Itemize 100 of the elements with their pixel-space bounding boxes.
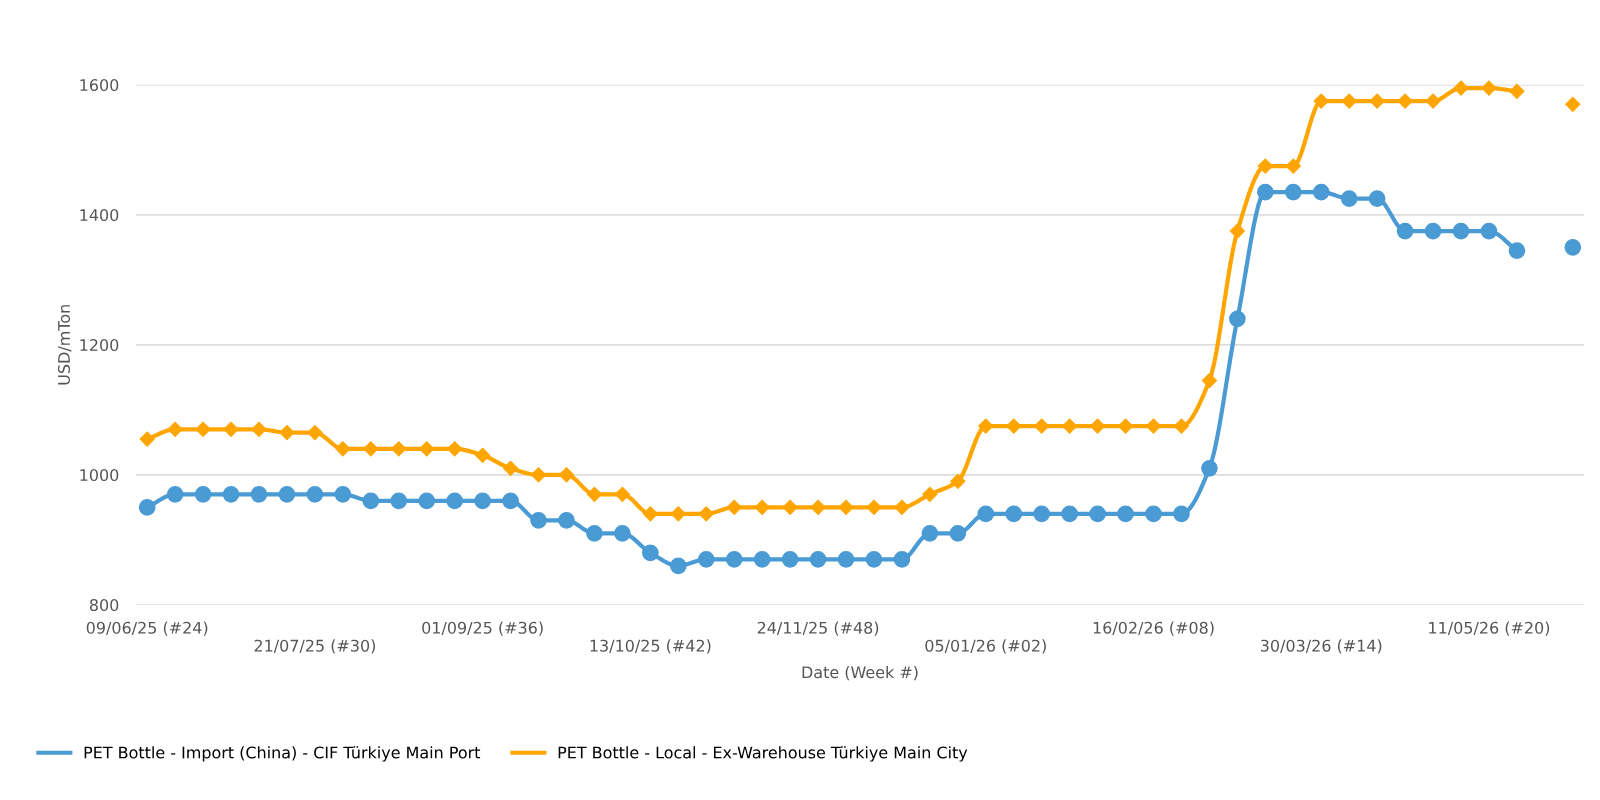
x-tick-label: 30/03/26 (#14) [1260,639,1382,654]
point [251,421,267,437]
point [446,492,464,510]
legend-label: PET Bottle - Import (China) - CIF Türkiye Main Port [84,746,481,762]
point [1090,418,1106,434]
point [307,424,323,441]
point [1396,222,1414,240]
point [838,499,854,515]
point [334,485,352,503]
point [166,485,184,503]
point [278,485,296,503]
point [530,511,547,529]
point [893,550,911,568]
point [866,499,882,515]
point [754,499,770,515]
point [753,550,771,568]
point [279,424,295,441]
point [949,524,967,542]
point [502,492,519,510]
point [865,550,883,568]
point [390,492,408,510]
point [810,499,826,515]
point [809,550,827,568]
y-tick-label: 1600 [80,79,119,92]
point [1145,418,1162,434]
point [418,492,436,510]
point [1006,418,1022,434]
x-tick-label: 24/11/25 (#48) [757,621,879,636]
point [250,485,268,503]
point [1481,80,1497,96]
point [894,499,910,515]
point [1368,190,1386,207]
point [698,506,714,522]
point [194,485,212,503]
point [1201,372,1217,389]
y-tick-label: 1000 [80,469,119,482]
point [670,506,686,522]
point [1034,418,1050,434]
point [1565,96,1581,112]
point [922,486,938,502]
point [222,485,240,503]
point [1229,310,1246,328]
point [1341,93,1357,109]
point [1257,158,1273,174]
point [223,421,239,437]
point [586,524,603,542]
point [1201,459,1218,477]
point [1340,190,1358,207]
point [1089,505,1106,523]
point [475,447,491,463]
point [419,441,435,457]
point [1229,223,1245,239]
point [1453,80,1469,96]
point [697,550,715,568]
point [363,441,379,457]
point [1285,158,1301,174]
point [362,492,380,510]
x-tick-label: 13/10/25 (#42) [590,639,711,654]
point [781,550,799,568]
point [921,524,939,542]
point [447,441,463,457]
point [335,441,351,457]
point [614,524,631,542]
point [558,511,575,529]
point [977,505,995,523]
point [167,421,183,437]
point [586,486,603,502]
point [1256,183,1274,201]
point [530,467,547,483]
point [474,492,491,510]
point [558,467,575,483]
point [1424,222,1442,240]
y-tick-label: 1400 [80,209,119,222]
point [138,498,156,516]
point [1480,222,1498,240]
point [1369,93,1385,109]
point [669,557,687,575]
point [1173,418,1190,434]
point [642,506,658,522]
point [1005,505,1023,523]
point [950,473,966,489]
point [1509,83,1525,99]
point [1117,418,1134,434]
point [1061,505,1078,523]
point [782,499,798,515]
point [1062,418,1078,434]
point [1312,183,1330,201]
x-axis-title: Date (Week #) [802,665,918,681]
point [614,486,630,502]
x-tick-label: 11/05/26 (#20) [1429,621,1550,636]
point [139,431,155,447]
legend-label: PET Bottle - Local - Ex-Warehouse Türkiye Main City [558,746,968,762]
x-tick-label: 01/09/25 (#36) [422,621,543,636]
point [1284,183,1302,201]
point [1033,505,1051,523]
point [1397,93,1413,109]
point [1564,238,1582,256]
point [1145,505,1162,523]
point [1313,93,1329,109]
x-tick-label: 21/07/25 (#30) [254,639,376,654]
